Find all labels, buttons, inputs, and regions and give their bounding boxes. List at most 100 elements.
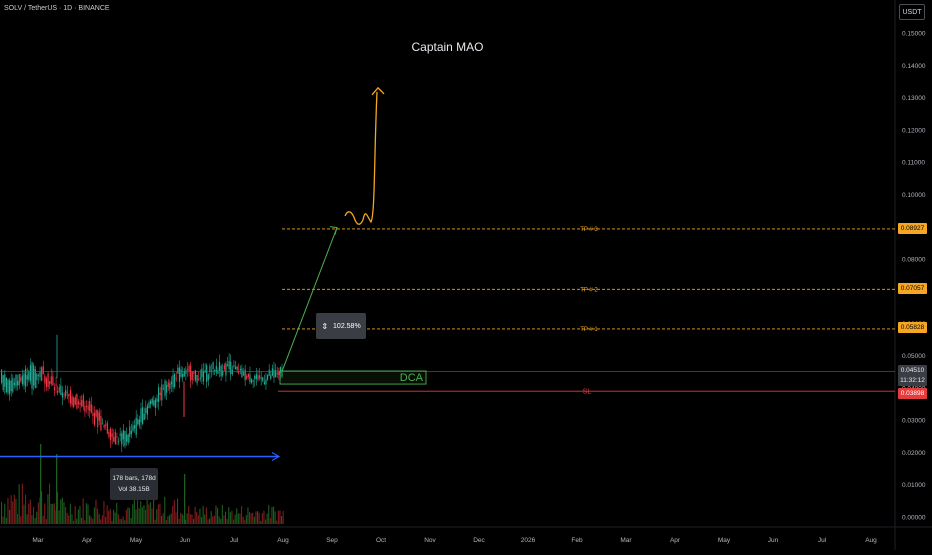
candle-body <box>97 410 99 427</box>
volume-bar <box>261 513 263 524</box>
candle-body <box>161 384 163 401</box>
candle-body <box>150 400 152 405</box>
candle-body <box>170 381 173 385</box>
volume-bar <box>36 511 38 524</box>
volume-bar <box>143 504 145 524</box>
candle-body <box>265 379 267 385</box>
volume-bar <box>45 519 47 524</box>
volume-bar <box>135 509 137 524</box>
candle-body <box>135 417 137 435</box>
candle-body <box>250 379 253 383</box>
volume-bar <box>52 503 54 524</box>
volume-bar <box>156 509 158 524</box>
volume-bar <box>4 503 6 524</box>
candle-body <box>236 366 238 370</box>
candle-body <box>266 375 269 380</box>
range-arrow-head <box>271 451 281 462</box>
volume-bar <box>237 513 239 524</box>
x-tick-label: Apr <box>670 537 681 544</box>
volume-bar <box>228 507 230 524</box>
candle-body <box>60 385 62 396</box>
candle-body <box>217 370 219 374</box>
candle-body <box>281 369 283 377</box>
volume-bar <box>74 506 76 524</box>
tooltip-vol: Vol 38.15B <box>118 486 150 493</box>
x-tick-label: Mar <box>620 537 632 544</box>
candle-body <box>273 369 275 378</box>
volume-bar <box>234 514 236 524</box>
volume-bar <box>201 517 203 524</box>
candle-body <box>201 368 203 378</box>
volume-bar <box>242 516 244 524</box>
x-tick-label: Jun <box>768 537 779 544</box>
volume-bar <box>81 517 83 524</box>
volume-bar <box>23 504 25 524</box>
volume-bar <box>2 516 4 524</box>
volume-bar <box>244 520 246 524</box>
x-tick-label: Dec <box>473 537 485 544</box>
volume-bar <box>77 509 79 524</box>
candle-body <box>249 374 251 382</box>
candle-body <box>66 392 68 394</box>
candle-body <box>77 401 80 405</box>
volume-bar <box>58 510 60 524</box>
candle-body <box>186 368 189 370</box>
volume-bar <box>225 511 227 524</box>
volume-bar <box>202 506 204 524</box>
tp1-line-label: TP # 1 <box>580 327 598 333</box>
candle-body <box>214 370 216 371</box>
volume-bar <box>87 504 89 524</box>
candle-body <box>230 361 232 375</box>
current-price: 0.04510 <box>900 366 925 374</box>
volume-bar <box>145 509 147 524</box>
candle-body <box>220 365 222 377</box>
volume-bar <box>162 513 164 524</box>
volume-bar <box>183 515 185 524</box>
volume-bar <box>53 503 55 524</box>
volume-bar <box>223 515 225 524</box>
x-tick-label: May <box>718 537 731 544</box>
y-tick-label: 0.15000 <box>902 31 926 38</box>
volume-bar <box>204 514 206 524</box>
candle-body <box>84 405 86 412</box>
projection-arrow <box>281 227 338 372</box>
volume-bar <box>98 513 100 524</box>
volume-bar <box>12 501 14 524</box>
volume-bar <box>44 503 46 524</box>
candle-body <box>225 363 227 376</box>
currency-button[interactable]: USDT <box>899 4 925 20</box>
volume-bar <box>167 516 169 524</box>
volume-bar <box>151 508 153 524</box>
candle-body <box>244 369 246 381</box>
chart-watermark: Captain MAO <box>411 40 484 54</box>
volume-bar <box>188 505 190 524</box>
candle-body <box>167 382 169 387</box>
candle-body <box>138 419 140 426</box>
candle-body <box>45 378 48 387</box>
volume-bar <box>129 507 131 524</box>
candle-body <box>116 436 118 438</box>
volume-bar <box>117 514 119 524</box>
volume-bar <box>185 519 187 524</box>
volume-bar <box>82 498 84 524</box>
candle-body <box>278 371 280 375</box>
volume-bar <box>277 510 279 524</box>
volume-bar <box>103 501 105 524</box>
candle-body <box>21 375 24 384</box>
price-tag-sl: 0.03898 <box>898 388 927 399</box>
candle-body <box>74 397 76 405</box>
candle-body <box>39 371 41 378</box>
candle-body <box>159 392 161 396</box>
candle-body <box>242 371 245 376</box>
volume-bar <box>271 506 273 524</box>
candle-body <box>166 384 168 393</box>
candle-body <box>239 368 241 371</box>
volume-bar <box>137 498 139 524</box>
volume-bar <box>255 511 257 524</box>
volume-bar <box>239 513 241 524</box>
volume-bar <box>25 494 27 524</box>
volume-bar <box>148 504 150 524</box>
y-tick-label: 0.12000 <box>902 127 926 134</box>
volume-bar <box>157 504 159 524</box>
volume-bar <box>92 518 94 524</box>
